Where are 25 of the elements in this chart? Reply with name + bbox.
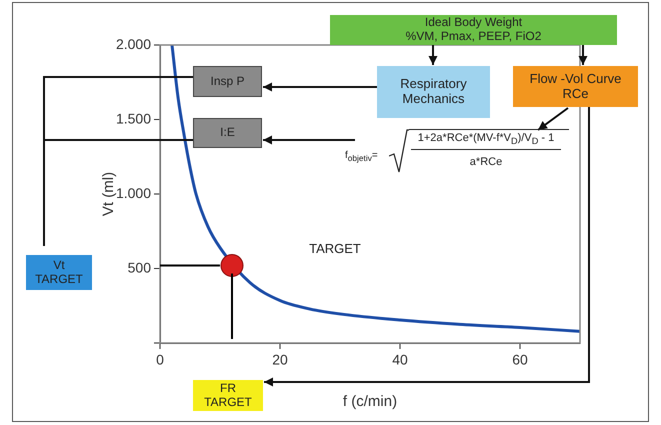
input-box: Respiratory Mechanics [377,66,490,118]
target-box: FR TARGET [193,380,263,411]
annotation: Insp P [210,74,245,88]
input-box: Ideal Body Weight %VM, Pmax, PEEP, FiO2 [330,15,617,45]
x-tick-label: 0 [156,351,164,368]
x-axis-title: f (c/min) [342,393,398,410]
x-tick-label: 40 [392,351,408,368]
annotation: f$_{objetiv}$= [345,150,378,163]
y-tick-label: 1.500 [116,110,152,126]
output-box: I:E [193,118,262,148]
target-box: Vt TARGET [26,255,92,290]
y-tick-label: 500 [128,259,152,276]
output-box: Insp P [193,66,262,97]
x-tick-label: 60 [512,351,528,368]
y-tick-label: 2.000 [116,36,152,52]
annotation: Flow -Vol Curve RCe [530,70,622,102]
annotation: Respiratory Mechanics [399,76,468,107]
annotation: 1+2a*RCe*(MV-f*V$_{D}$)/V$_{D}$ - 1 [411,132,561,150]
y-tick-label: 1.000 [116,184,152,201]
y-axis-title: Vt (ml) [100,172,118,216]
x-tick-label: 20 [272,351,288,368]
annotation: I:E [220,125,235,140]
input-box: Flow -Vol Curve RCe [513,66,638,107]
annotation: a*RCe [468,156,504,168]
region-label: TARGET [308,240,362,258]
